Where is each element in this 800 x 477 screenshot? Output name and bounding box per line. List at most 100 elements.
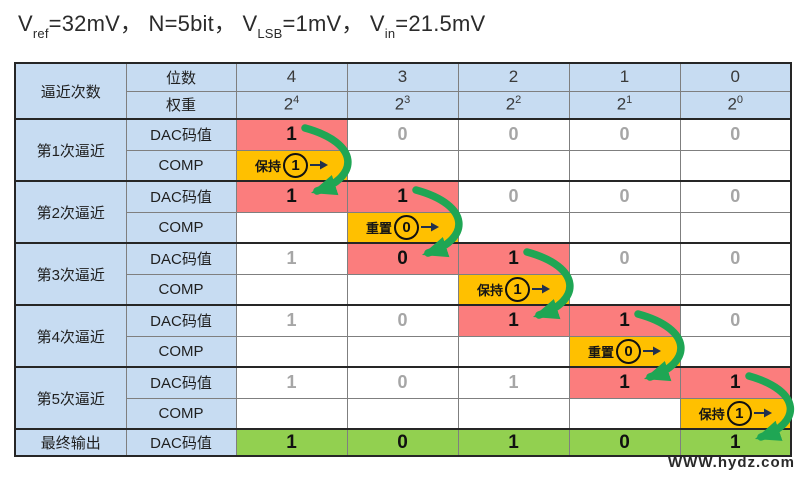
title-seg2-base: N	[148, 11, 165, 36]
bit-header-cell: 2	[457, 62, 570, 92]
comp-cell	[568, 273, 681, 306]
title-seg2-tail: =5bit，	[164, 11, 237, 36]
dac-cell: 0	[568, 242, 681, 275]
comp-value-circle: 1	[505, 276, 530, 302]
step-label: 第4次逼近	[14, 304, 127, 368]
dac-cell: 0	[679, 304, 792, 337]
comp-cell	[235, 273, 348, 306]
dac-row-label: DAC码值	[125, 180, 237, 213]
step-label: 第1次逼近	[14, 118, 127, 182]
weight-exp: 0	[736, 94, 744, 107]
dac-row-label: DAC码值	[125, 118, 237, 151]
title-seg1-sub: ref	[32, 26, 49, 42]
step-label: 第3次逼近	[14, 242, 127, 306]
final-cell: 0	[346, 428, 459, 457]
comp-cell	[568, 397, 681, 430]
comp-cell	[235, 211, 348, 244]
comp-row-label: COMP	[125, 335, 237, 368]
dac-cell: 1	[679, 366, 792, 399]
dac-cell: 0	[346, 366, 459, 399]
dac-cell: 1	[235, 304, 348, 337]
dac-cell: 1	[346, 180, 459, 213]
final-cell: 0	[568, 428, 681, 457]
comp-cell	[457, 397, 570, 430]
dac-cell: 0	[457, 180, 570, 213]
dac-cell: 1	[568, 366, 681, 399]
comp-action-label: 保持	[698, 406, 725, 422]
weight-cell: 21	[568, 90, 681, 120]
comp-arrow-icon	[753, 408, 772, 418]
comp-cell	[346, 273, 459, 306]
weight-base: 2	[283, 95, 294, 115]
weight-base: 2	[394, 95, 405, 115]
weight-exp: 2	[515, 94, 522, 107]
final-cell: 1	[235, 428, 348, 457]
dac-cell: 0	[679, 118, 792, 151]
dac-cell: 0	[568, 118, 681, 151]
dac-cell: 1	[235, 180, 348, 213]
weight-exp: 4	[293, 94, 300, 107]
weight-base: 2	[616, 95, 627, 115]
dac-cell: 1	[457, 242, 570, 275]
bit-header-cell: 4	[235, 62, 348, 92]
dac-cell: 0	[346, 118, 459, 151]
dac-cell: 1	[235, 366, 348, 399]
comp-decision-cell: 保持 1	[457, 273, 570, 306]
title-seg4-sub: in	[384, 26, 396, 42]
comp-decision-cell: 重置 0	[346, 211, 459, 244]
comp-action-label: 保持	[254, 158, 281, 174]
weight-cell: 22	[457, 90, 570, 120]
dac-row-label: DAC码值	[125, 366, 237, 399]
weight-row-label: 权重	[125, 90, 237, 120]
bit-header-cell: 0	[679, 62, 792, 92]
comp-cell	[679, 273, 792, 306]
title-seg1-base: V	[18, 11, 33, 36]
comp-row-label: COMP	[125, 211, 237, 244]
dac-row-label: DAC码值	[125, 428, 237, 457]
comp-cell	[679, 149, 792, 182]
dac-row-label: DAC码值	[125, 242, 237, 275]
corner-label: 逼近次数	[14, 62, 127, 120]
comp-row-label: COMP	[125, 397, 237, 430]
comp-arrow-icon	[421, 222, 439, 232]
comp-value-circle: 1	[726, 400, 752, 426]
comp-decision-cell: 保持 1	[679, 397, 792, 430]
comp-cell	[346, 397, 459, 430]
comp-cell	[679, 211, 792, 244]
final-cell: 1	[679, 428, 792, 457]
weight-exp: 1	[626, 94, 633, 107]
comp-cell	[679, 335, 792, 368]
title-seg3-base: V	[242, 11, 258, 36]
weight-base: 2	[505, 95, 516, 115]
step-label: 第2次逼近	[14, 180, 127, 244]
bit-header-cell: 1	[568, 62, 681, 92]
page-title: Vref=32mV， N=5bit， VLSB=1mV， Vin=21.5mV	[18, 6, 486, 42]
comp-arrow-icon	[532, 284, 550, 294]
weight-cell: 24	[235, 90, 348, 120]
dac-cell: 1	[568, 304, 681, 337]
comp-cell	[346, 149, 459, 182]
dac-cell: 1	[457, 304, 570, 337]
dac-cell: 1	[235, 118, 348, 151]
dac-cell: 1	[457, 366, 570, 399]
bit-header-cell: 3	[346, 62, 459, 92]
comp-value-circle: 0	[394, 214, 419, 240]
step-label: 第5次逼近	[14, 366, 127, 430]
comp-row-label: COMP	[125, 273, 237, 306]
dac-cell: 0	[346, 242, 459, 275]
dac-cell: 0	[346, 304, 459, 337]
title-seg4-tail: =21.5mV	[395, 11, 486, 36]
comp-cell	[457, 211, 570, 244]
dac-cell: 1	[235, 242, 348, 275]
comp-cell	[568, 211, 681, 244]
bit-row-label: 位数	[125, 62, 237, 92]
dac-cell: 0	[457, 118, 570, 151]
comp-action-label: 重置	[587, 344, 614, 360]
comp-arrow-icon	[643, 346, 661, 356]
comp-cell	[457, 335, 570, 368]
comp-action-label: 重置	[365, 220, 392, 236]
weight-cell: 23	[346, 90, 459, 120]
comp-cell	[346, 335, 459, 368]
sar-adc-table: 逼近次数 位数 4 3 2 1 0 权重 24 23 22 21 20 第1次逼…	[14, 62, 792, 457]
title-seg3-sub: LSB	[257, 26, 283, 42]
